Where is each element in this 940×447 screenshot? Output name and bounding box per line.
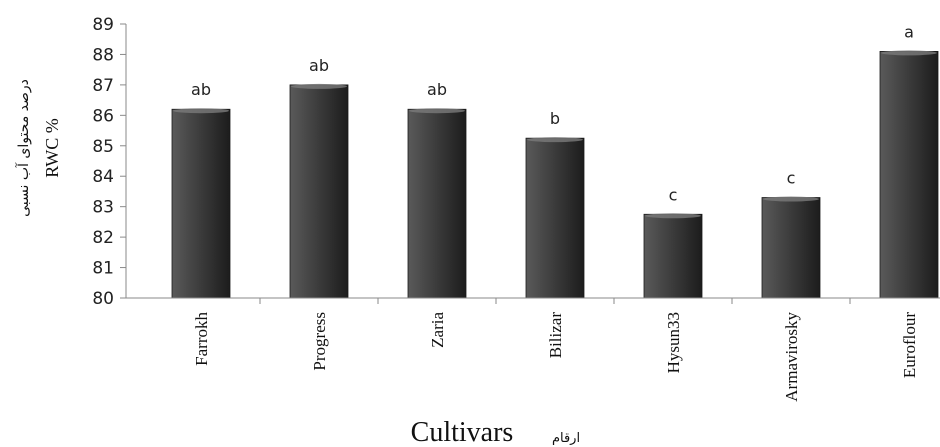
bars: ab ab ab b c c a — [171, 22, 939, 299]
y-tick-label: 83 — [92, 198, 114, 218]
x-axis-label-persian: ارقام — [552, 431, 580, 446]
data-label: c — [787, 169, 796, 188]
data-label: a — [904, 22, 914, 41]
bar-hysun33 — [643, 213, 703, 299]
bar-armavirosky — [761, 197, 821, 299]
y-tick-label: 89 — [92, 15, 114, 35]
y-tick-label: 84 — [92, 167, 114, 187]
x-axis: Farrokh Progress Zaria Bilizar Hysun33 Armavi… — [126, 297, 940, 402]
bar-farrokh — [171, 108, 231, 299]
x-tick-label: Progress — [310, 312, 329, 371]
data-label: b — [550, 109, 560, 128]
bar-top-highlight — [291, 83, 347, 89]
bar-progress — [289, 84, 349, 299]
x-tick-label: Euroflour — [900, 312, 919, 378]
y-tick-label: 80 — [92, 289, 114, 309]
x-tick-label: Farrokh — [192, 312, 211, 366]
x-axis-label: Cultivars — [411, 417, 514, 447]
bar-top-highlight — [527, 137, 583, 143]
x-tick-label: Bilizar — [546, 312, 565, 359]
y-tick-label: 81 — [92, 259, 114, 279]
bar-euroflour — [879, 51, 939, 299]
data-label: ab — [191, 80, 211, 99]
x-tick-label: Armavirosky — [782, 312, 801, 402]
x-tick-label: Hysun33 — [664, 312, 683, 373]
bar-zaria — [407, 108, 467, 299]
y-tick-label: 87 — [92, 76, 114, 96]
y-axis-label-persian: درصد محتوای آب نسبی — [15, 79, 32, 217]
bar-top-highlight — [763, 196, 819, 202]
data-label: c — [669, 185, 678, 204]
bar-top-highlight — [409, 108, 465, 114]
bar-bilizar — [525, 137, 585, 299]
data-label: ab — [309, 56, 329, 75]
bar-top-highlight — [881, 50, 937, 56]
y-axis-label: RWC % — [42, 118, 62, 178]
x-tick-label: Zaria — [428, 312, 447, 348]
bar-top-highlight — [173, 108, 229, 114]
data-label: ab — [427, 80, 447, 99]
y-tick-label: 88 — [92, 45, 114, 65]
y-tick-label: 85 — [92, 137, 114, 157]
y-tick-label: 86 — [92, 106, 114, 126]
y-axis: 80 81 82 83 84 85 86 87 88 89 — [92, 15, 127, 309]
bar-top-highlight — [645, 213, 701, 219]
y-tick-label: 82 — [92, 228, 114, 248]
